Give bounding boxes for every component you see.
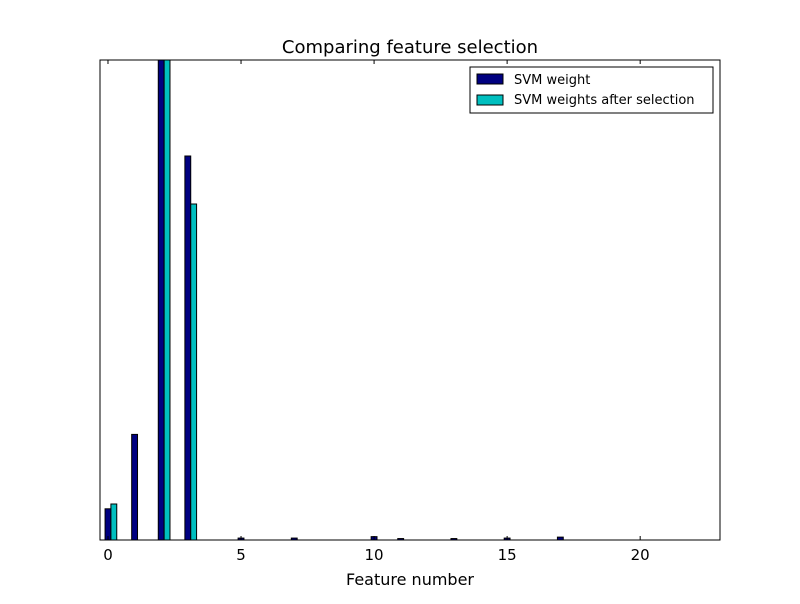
legend: SVM weight SVM weights after selection (469, 66, 714, 114)
bar-svm-weight-1 (131, 433, 139, 541)
plot-frame (99, 59, 721, 541)
bar-svm-weight-0 (104, 508, 112, 541)
chart-title: Comparing feature selection (282, 37, 538, 58)
bars-layer (104, 59, 564, 541)
x-axis-label: Feature number (346, 570, 474, 589)
bar-svm-weight-2 (157, 59, 165, 541)
bar-svm-weights-after-selection-0 (110, 503, 118, 541)
x-axis-ticks: 0 5 10 15 20 (103, 60, 650, 564)
legend-label-svm-weight: SVM weight (514, 73, 590, 88)
bar-svm-weight-3 (184, 155, 192, 541)
legend-swatch-svm-weight (476, 73, 504, 85)
x-tick-label-20: 20 (631, 546, 650, 564)
x-tick-label-0: 0 (103, 546, 113, 564)
bar-svm-weights-after-selection-3 (190, 203, 198, 541)
x-tick-label-10: 10 (365, 546, 384, 564)
legend-frame (469, 66, 714, 114)
legend-swatch-svm-weights-after-selection (476, 94, 504, 106)
x-tick-label-15: 15 (498, 546, 517, 564)
x-tick-label-5: 5 (236, 546, 246, 564)
bar-svm-weights-after-selection-2 (163, 59, 171, 541)
legend-label-svm-weights-after-selection: SVM weights after selection (514, 93, 695, 108)
